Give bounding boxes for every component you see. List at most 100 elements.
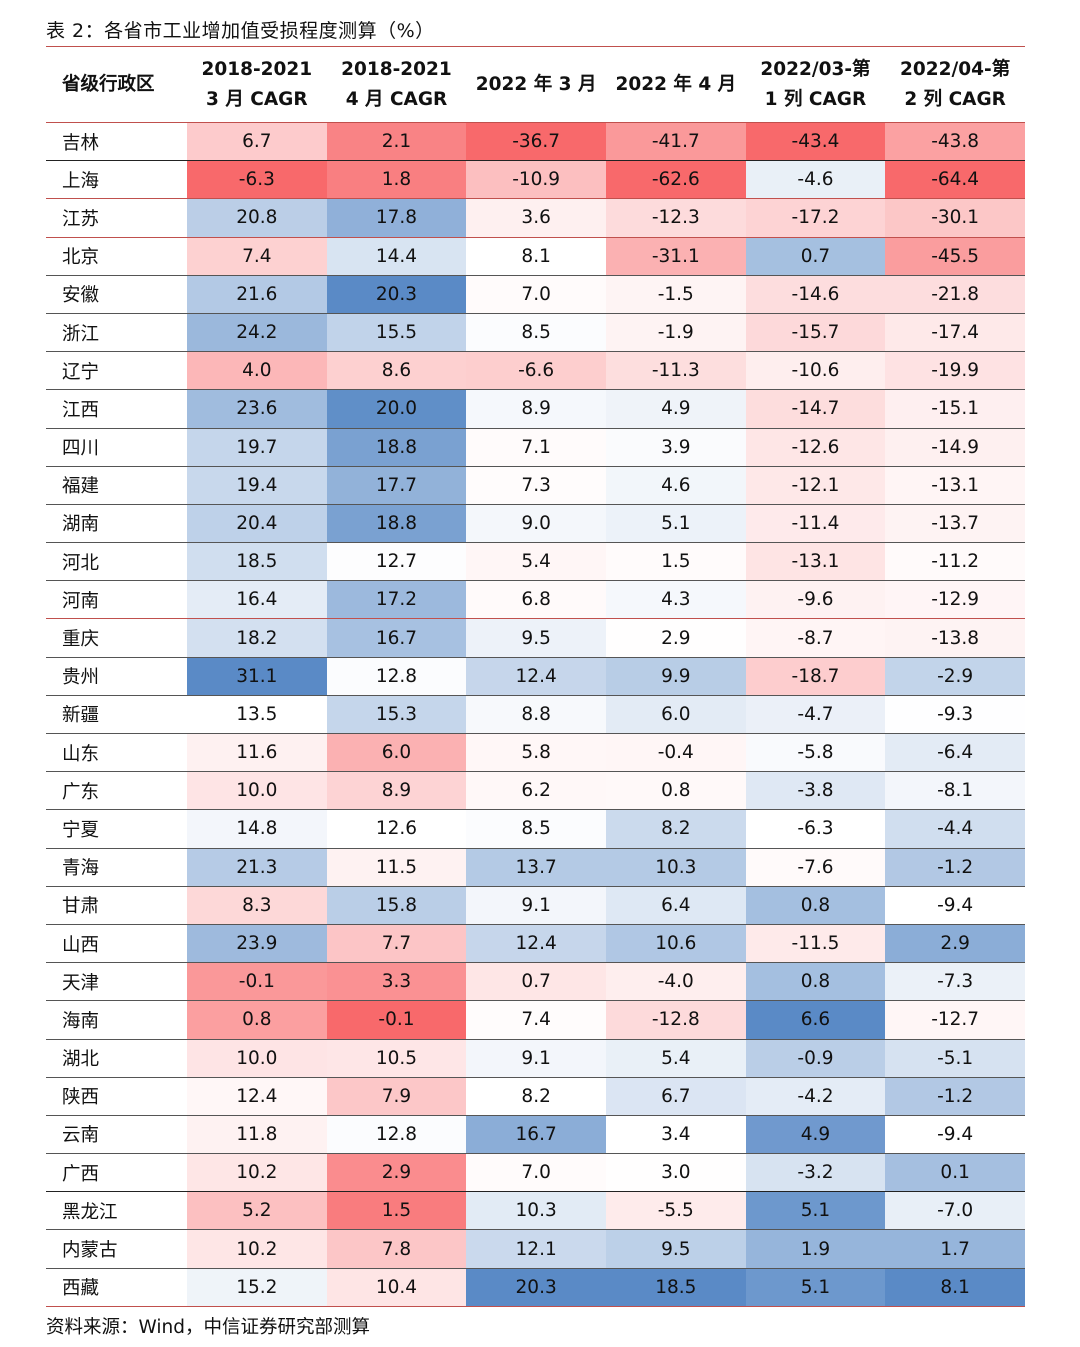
province-cell: 云南 xyxy=(46,1115,187,1155)
province-cell: 四川 xyxy=(46,428,187,467)
value-cell: -4.4 xyxy=(885,809,1025,849)
value-cell: 1.7 xyxy=(885,1229,1025,1269)
province-cell: 上海 xyxy=(46,160,187,200)
value-cell: -1.9 xyxy=(605,313,746,353)
province-cell: 吉林 xyxy=(46,122,187,162)
value-cell: -0.9 xyxy=(745,1039,886,1078)
table-row: 天津 -0.1 3.3 0.7 -4.0 0.8 -7.3 xyxy=(46,962,1025,1002)
province-cell: 辽宁 xyxy=(46,351,187,391)
province-cell: 海南 xyxy=(46,1000,187,1040)
value-cell: 7.9 xyxy=(326,1077,467,1116)
value-cell: 14.4 xyxy=(326,237,467,276)
value-cell: 6.4 xyxy=(605,886,746,925)
table-row: 新疆 13.5 15.3 8.8 6.0 -4.7 -9.3 xyxy=(46,695,1025,735)
value-cell: 3.9 xyxy=(605,428,746,467)
value-cell: 6.2 xyxy=(466,771,606,811)
value-cell: 20.3 xyxy=(466,1268,606,1307)
table-row: 广西 10.2 2.9 7.0 3.0 -3.2 0.1 xyxy=(46,1153,1025,1193)
header-col-2: 2018-2021 4 月 CAGR xyxy=(341,58,452,110)
value-cell: 6.7 xyxy=(187,122,327,162)
value-cell: -13.1 xyxy=(885,466,1025,505)
value-cell: 2.9 xyxy=(885,924,1025,964)
value-cell: 6.8 xyxy=(466,580,606,620)
value-cell: -0.1 xyxy=(187,962,327,1002)
value-cell: -6.6 xyxy=(466,351,606,391)
table-row: 湖北 10.0 10.5 9.1 5.4 -0.9 -5.1 xyxy=(46,1039,1025,1078)
value-cell: 14.8 xyxy=(187,809,327,849)
value-cell: 2.1 xyxy=(326,122,467,162)
value-cell: -1.2 xyxy=(885,1077,1025,1116)
value-cell: 20.0 xyxy=(326,389,467,429)
province-cell: 甘肃 xyxy=(46,886,187,925)
value-cell: 15.8 xyxy=(326,886,467,925)
value-cell: 3.4 xyxy=(605,1115,746,1155)
value-cell: -14.9 xyxy=(885,428,1025,467)
province-cell: 江西 xyxy=(46,389,187,429)
value-cell: 17.8 xyxy=(326,198,467,238)
value-cell: 8.5 xyxy=(466,313,606,353)
province-cell: 福建 xyxy=(46,466,187,505)
value-cell: 9.5 xyxy=(466,618,606,658)
damage-table: 省级行政区 2018-2021 3 月 CAGR 2018-2021 4 月 CAG… xyxy=(46,47,1025,1307)
table-row: 陕西 12.4 7.9 8.2 6.7 -4.2 -1.2 xyxy=(46,1077,1025,1116)
value-cell: -19.9 xyxy=(885,351,1025,391)
province-cell: 新疆 xyxy=(46,695,187,735)
province-cell: 广东 xyxy=(46,771,187,811)
value-cell: -4.0 xyxy=(605,962,746,1002)
value-cell: 5.2 xyxy=(187,1191,327,1231)
table-row: 广东 10.0 8.9 6.2 0.8 -3.8 -8.1 xyxy=(46,771,1025,811)
value-cell: 10.2 xyxy=(187,1153,327,1193)
value-cell: 16.4 xyxy=(187,580,327,620)
value-cell: 7.4 xyxy=(187,237,327,276)
value-cell: -1.5 xyxy=(605,275,746,314)
province-cell: 重庆 xyxy=(46,618,187,658)
value-cell: 7.0 xyxy=(466,1153,606,1193)
value-cell: 5.1 xyxy=(745,1268,886,1307)
value-cell: -43.8 xyxy=(885,122,1025,162)
value-cell: -4.2 xyxy=(745,1077,886,1116)
province-cell: 内蒙古 xyxy=(46,1229,187,1269)
table-row: 福建 19.4 17.7 7.3 4.6 -12.1 -13.1 xyxy=(46,466,1025,505)
province-cell: 北京 xyxy=(46,237,187,276)
table-title: 表 2：各省市工业增加值受损程度测算（%） xyxy=(46,20,435,42)
value-cell: 5.8 xyxy=(466,733,606,773)
province-cell: 陕西 xyxy=(46,1077,187,1116)
value-cell: -9.4 xyxy=(885,1115,1025,1155)
province-cell: 山东 xyxy=(46,733,187,773)
table-row: 吉林 6.7 2.1 -36.7 -41.7 -43.4 -43.8 xyxy=(46,122,1025,162)
value-cell: -11.5 xyxy=(745,924,886,964)
table-row: 重庆 18.2 16.7 9.5 2.9 -8.7 -13.8 xyxy=(46,618,1025,658)
province-cell: 广西 xyxy=(46,1153,187,1193)
value-cell: 1.5 xyxy=(326,1191,467,1231)
value-cell: -0.4 xyxy=(605,733,746,773)
value-cell: -12.1 xyxy=(745,466,886,505)
value-cell: -5.5 xyxy=(605,1191,746,1231)
header-col-1: 2018-2021 3 月 CAGR xyxy=(201,58,313,110)
province-cell: 河南 xyxy=(46,580,187,620)
value-cell: 5.1 xyxy=(605,504,746,544)
value-cell: -9.4 xyxy=(885,886,1025,925)
value-cell: 23.6 xyxy=(187,389,327,429)
value-cell: 15.5 xyxy=(326,313,467,353)
value-cell: 0.7 xyxy=(466,962,606,1002)
value-cell: -30.1 xyxy=(885,198,1025,238)
value-cell: -6.4 xyxy=(885,733,1025,773)
value-cell: 1.9 xyxy=(745,1229,886,1269)
value-cell: -11.4 xyxy=(745,504,886,544)
value-cell: 9.1 xyxy=(466,1039,606,1078)
value-cell: -36.7 xyxy=(466,122,606,162)
value-cell: -13.8 xyxy=(885,618,1025,658)
value-cell: 7.1 xyxy=(466,428,606,467)
value-cell: 4.6 xyxy=(605,466,746,505)
value-cell: 6.0 xyxy=(326,733,467,773)
value-cell: 10.6 xyxy=(605,924,746,964)
value-cell: -6.3 xyxy=(745,809,886,849)
table-row: 四川 19.7 18.8 7.1 3.9 -12.6 -14.9 xyxy=(46,428,1025,467)
table-row: 浙江 24.2 15.5 8.5 -1.9 -15.7 -17.4 xyxy=(46,313,1025,353)
value-cell: 8.2 xyxy=(466,1077,606,1116)
table-row: 辽宁 4.0 8.6 -6.6 -11.3 -10.6 -19.9 xyxy=(46,351,1025,391)
value-cell: 7.7 xyxy=(326,924,467,964)
value-cell: -8.7 xyxy=(745,618,886,658)
value-cell: -11.2 xyxy=(885,542,1025,582)
value-cell: 2.9 xyxy=(326,1153,467,1193)
